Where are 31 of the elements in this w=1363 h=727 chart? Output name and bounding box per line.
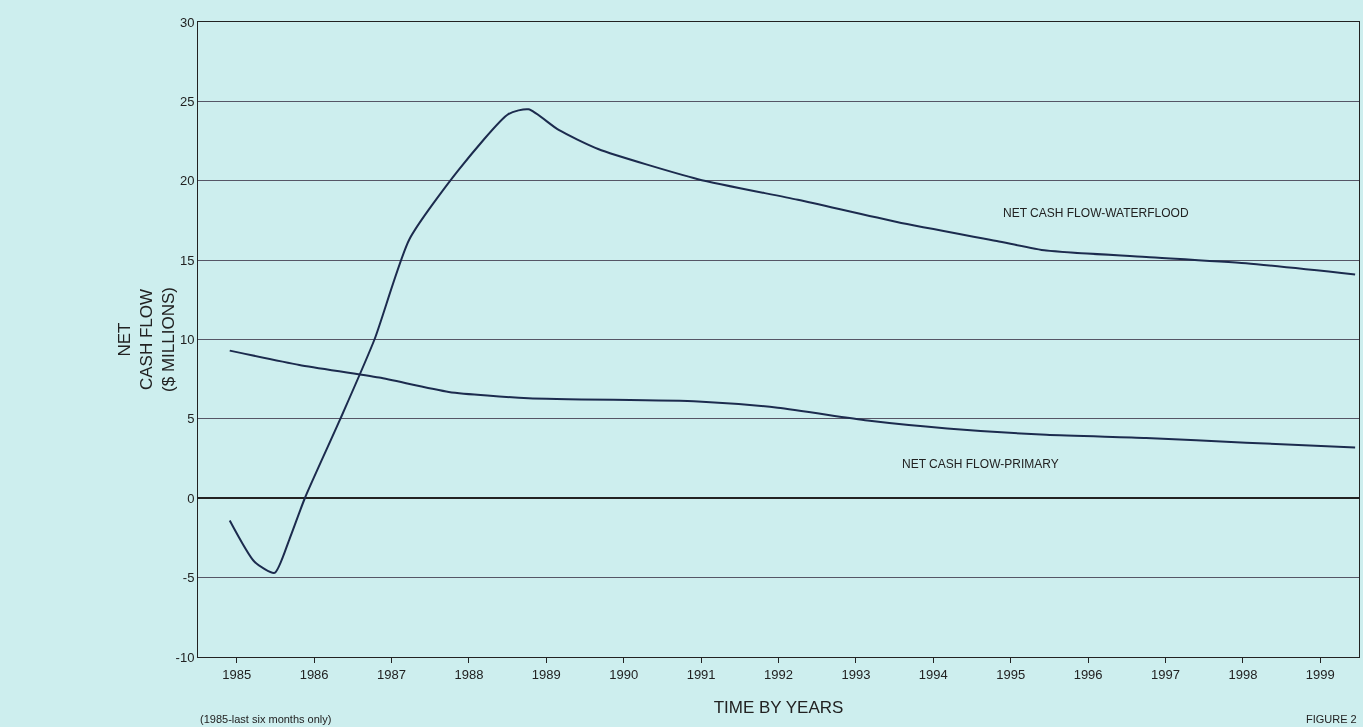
- x-tick-label: 1994: [918, 666, 948, 682]
- x-tick-label: 1999: [1305, 666, 1335, 682]
- y-tick-label: 30: [179, 14, 195, 30]
- x-tick-label: 1992: [764, 666, 793, 682]
- x-tick-label: 1986: [299, 666, 329, 682]
- x-tick-label: 1998: [1228, 666, 1258, 682]
- x-axis-title: TIME BY YEARS: [713, 698, 844, 717]
- series-label: NET CASH FLOW-WATERFLOOD: [1003, 206, 1189, 220]
- x-tick-label: 1996: [1073, 666, 1103, 682]
- y-tick-label: 5: [187, 411, 195, 427]
- y-axis-title: NET CASH FLOW ($ MILLIONS): [114, 287, 178, 392]
- x-tick-label: 1989: [531, 666, 561, 682]
- x-tick-label: 1990: [609, 666, 639, 682]
- x-tick-label: 1997: [1151, 666, 1180, 682]
- y-tick-label: 20: [179, 173, 195, 189]
- y-tick-label: 15: [179, 252, 195, 268]
- y-tick-label: 25: [179, 93, 195, 109]
- y-tick-label: -10: [175, 649, 195, 665]
- x-tick-label: 1987: [377, 666, 406, 682]
- x-tick-label: 1985: [222, 666, 252, 682]
- series-label: NET CASH FLOW-PRIMARY: [902, 457, 1059, 471]
- x-tick-label: 1993: [841, 666, 871, 682]
- y-tick-label: 10: [179, 332, 195, 348]
- y-tick-label: -5: [182, 570, 195, 586]
- y-tick-label: 0: [187, 490, 195, 506]
- x-tick-label: 1988: [454, 666, 484, 682]
- caption: FIGURE 2: [1306, 713, 1357, 725]
- x-tick-label: 1991: [686, 666, 716, 682]
- x-tick-label: 1995: [996, 666, 1026, 682]
- text: (1985-last six months only): [200, 713, 332, 725]
- line-series: [228, 108, 1357, 574]
